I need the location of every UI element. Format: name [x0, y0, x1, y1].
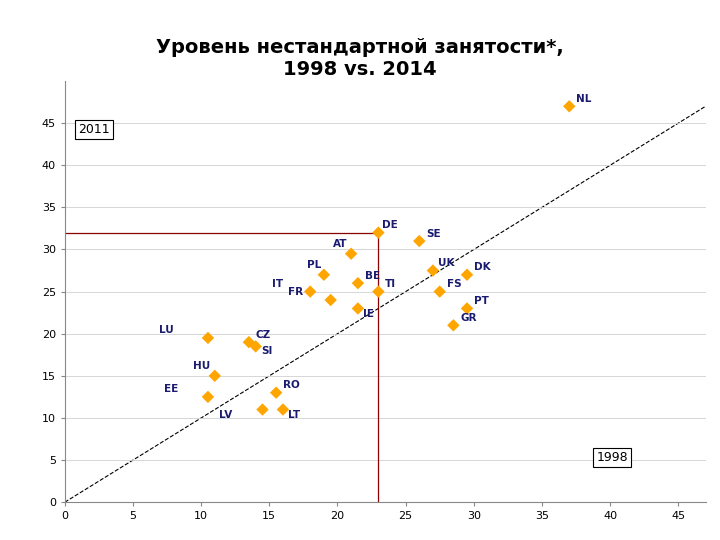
- Text: LV: LV: [220, 410, 233, 420]
- Point: [257, 405, 269, 414]
- Text: HU: HU: [194, 361, 211, 371]
- Text: BE: BE: [365, 271, 380, 281]
- Point: [277, 405, 289, 414]
- Text: PT: PT: [474, 296, 489, 306]
- Point: [318, 271, 330, 279]
- Point: [564, 102, 575, 111]
- Text: GR: GR: [460, 313, 477, 323]
- Text: TI: TI: [385, 279, 396, 289]
- Text: DK: DK: [474, 262, 490, 272]
- Text: NL: NL: [576, 94, 591, 104]
- Point: [346, 249, 357, 258]
- Point: [209, 372, 220, 380]
- Text: Уровень нестандартной занятости*,
1998 vs. 2014: Уровень нестандартной занятости*, 1998 v…: [156, 38, 564, 79]
- Text: RO: RO: [283, 380, 300, 390]
- Point: [434, 287, 446, 296]
- Point: [202, 393, 214, 401]
- Text: FR: FR: [288, 287, 303, 298]
- Text: LU: LU: [159, 326, 174, 335]
- Point: [373, 228, 384, 237]
- Point: [243, 338, 255, 347]
- Text: 1998: 1998: [597, 451, 628, 464]
- Point: [427, 266, 438, 275]
- Point: [271, 388, 282, 397]
- Text: EE: EE: [163, 384, 178, 394]
- Text: UK: UK: [438, 258, 455, 268]
- Point: [352, 304, 364, 313]
- Text: FS: FS: [446, 279, 462, 289]
- Text: LT: LT: [289, 410, 300, 420]
- Text: SE: SE: [426, 228, 441, 239]
- Point: [462, 271, 473, 279]
- Text: CZ: CZ: [256, 329, 271, 340]
- Text: IE: IE: [364, 308, 374, 319]
- Point: [413, 237, 425, 245]
- Text: PL: PL: [307, 260, 321, 269]
- Text: SI: SI: [261, 347, 272, 356]
- Point: [250, 342, 261, 350]
- Point: [325, 296, 336, 305]
- Point: [305, 287, 316, 296]
- Text: DE: DE: [382, 220, 398, 230]
- Point: [373, 287, 384, 296]
- Point: [448, 321, 459, 329]
- Text: 2011: 2011: [78, 123, 110, 136]
- Point: [352, 279, 364, 287]
- Point: [462, 304, 473, 313]
- Point: [202, 334, 214, 342]
- Text: IT: IT: [272, 279, 283, 289]
- Text: AT: AT: [333, 239, 347, 249]
